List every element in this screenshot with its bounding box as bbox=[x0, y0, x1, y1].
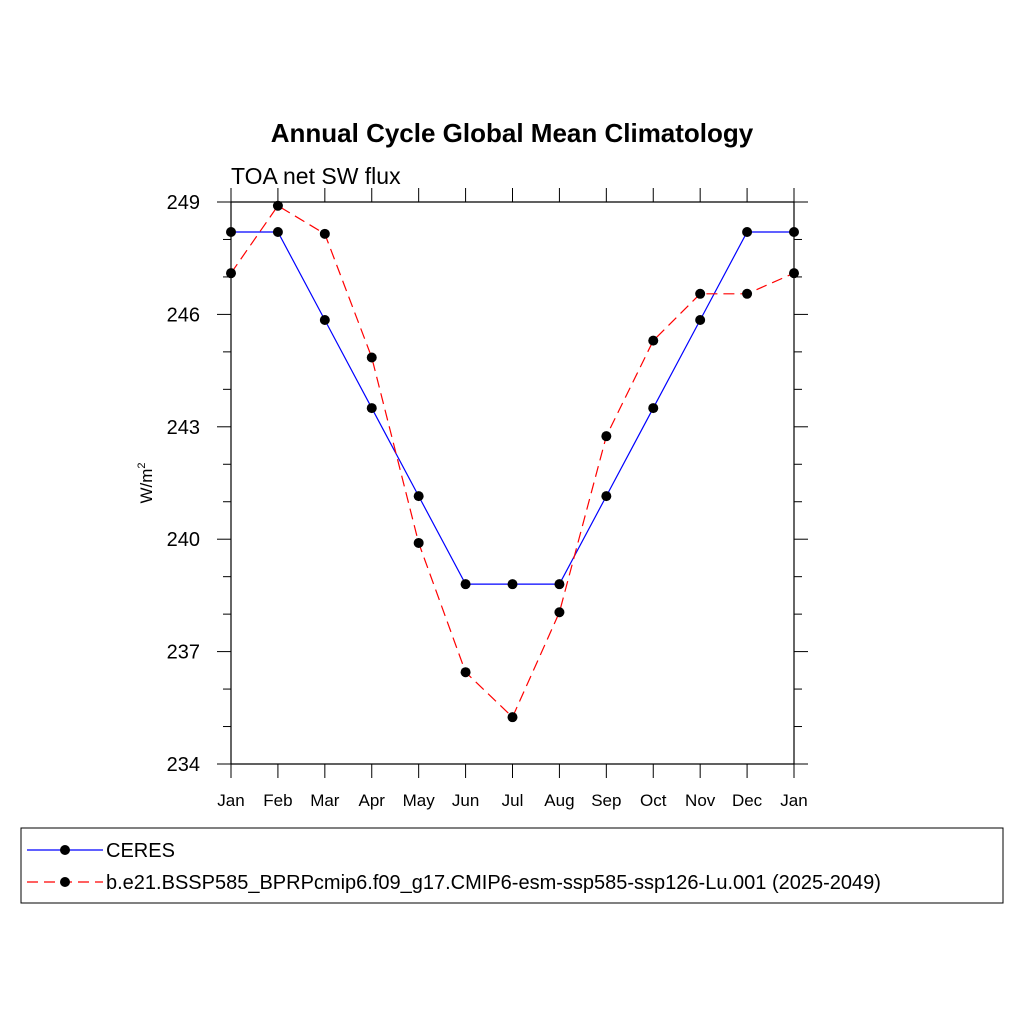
series-2-point bbox=[554, 607, 565, 618]
legend: CERES b.e21.BSSP585_BPRPcmip6.f09_g17.CMI… bbox=[20, 827, 1004, 904]
series-2-point bbox=[226, 268, 236, 279]
legend-box bbox=[20, 827, 1004, 904]
legend-label: CERES bbox=[106, 840, 175, 862]
x-tick-label: Jun bbox=[452, 791, 479, 810]
series-1-point bbox=[789, 226, 799, 237]
x-tick-label: Jan bbox=[780, 791, 807, 810]
x-tick-label: Dec bbox=[732, 791, 763, 810]
legend-swatch-marker bbox=[60, 877, 70, 887]
series-2-point bbox=[272, 200, 283, 211]
series-2-point bbox=[648, 335, 659, 346]
series-1-point bbox=[742, 226, 753, 237]
series-1-point bbox=[272, 226, 283, 237]
x-tick-label: Feb bbox=[263, 791, 292, 810]
x-tick-label: May bbox=[403, 791, 436, 810]
y-tick-label: 243 bbox=[167, 417, 200, 439]
series-1-point bbox=[554, 579, 565, 590]
series-1-point bbox=[695, 315, 706, 326]
series-1-point bbox=[601, 491, 612, 502]
y-tick-label: 234 bbox=[167, 754, 200, 776]
series-2-point bbox=[507, 712, 518, 723]
x-tick-label: Apr bbox=[359, 791, 386, 810]
chart-subtitle: TOA net SW flux bbox=[231, 163, 401, 189]
x-tick-label: Mar bbox=[310, 791, 340, 810]
series-line-1 bbox=[231, 231, 794, 585]
y-tick-label: 237 bbox=[167, 642, 200, 664]
plot-area: 234 237 240 243 246 249 Jan Feb Mar Apr May Jun Jul A… bbox=[167, 188, 808, 810]
x-tick-label: Oct bbox=[640, 791, 667, 810]
y-tick-label: 240 bbox=[167, 529, 200, 551]
series-2-point bbox=[366, 352, 377, 363]
x-tick-label: Aug bbox=[544, 791, 574, 810]
series-1-point bbox=[648, 403, 659, 414]
series-1-point bbox=[413, 491, 424, 502]
y-tick-label: 249 bbox=[167, 192, 200, 214]
y-axis-label: W/m2 bbox=[136, 462, 156, 503]
legend-label: b.e21.BSSP585_BPRPcmip6.f09_g17.CMIP6-es… bbox=[106, 872, 881, 894]
series-2-point bbox=[742, 288, 753, 299]
y-axis-label-text: W/m bbox=[137, 469, 156, 504]
series-2-point bbox=[460, 667, 471, 678]
series-2-point bbox=[413, 537, 424, 548]
series-1-point bbox=[319, 315, 330, 326]
series-2-point bbox=[695, 288, 706, 299]
legend-swatch-marker bbox=[60, 845, 70, 855]
series-layer bbox=[226, 200, 799, 723]
y-axis-label-superscript: 2 bbox=[136, 462, 148, 468]
series-1-point bbox=[507, 579, 518, 590]
x-tick-label: Jul bbox=[502, 791, 524, 810]
x-tick-label: Nov bbox=[685, 791, 716, 810]
series-2-point bbox=[789, 268, 799, 279]
x-tick-label: Sep bbox=[591, 791, 621, 810]
series-1-point bbox=[226, 226, 236, 237]
series-line-2 bbox=[230, 204, 795, 719]
series-1-point bbox=[366, 403, 377, 414]
series-1-point bbox=[460, 579, 471, 590]
series-2-point bbox=[319, 228, 330, 239]
series-2-point bbox=[601, 431, 612, 442]
y-tick-label: 246 bbox=[167, 304, 200, 326]
chart-title: Annual Cycle Global Mean Climatology bbox=[271, 118, 754, 148]
x-tick-label: Jan bbox=[217, 791, 244, 810]
svg-text:W/m2: W/m2 bbox=[136, 462, 156, 503]
